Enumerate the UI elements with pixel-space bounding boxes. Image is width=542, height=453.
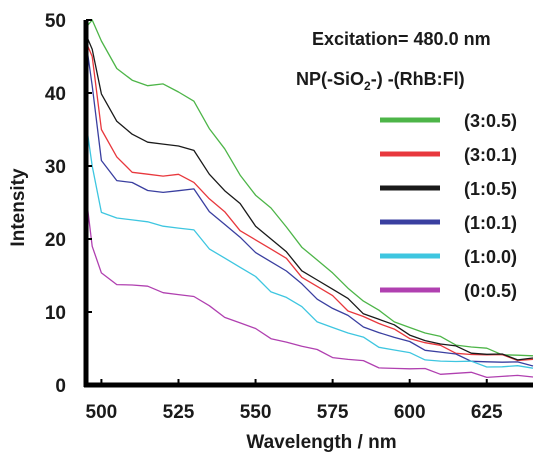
y-tick-label: 20 [45, 230, 66, 251]
series-line-2 [85, 41, 534, 362]
x-tick-label: 575 [317, 402, 349, 423]
x-tick-label: 550 [240, 402, 272, 423]
legend-title-subscript: 2 [364, 79, 371, 93]
y-tick-label: 40 [45, 84, 66, 105]
x-axis-label: Wavelength / nm [246, 432, 396, 453]
y-tick-label: 30 [45, 157, 66, 178]
axis-layer [83, 19, 533, 388]
y-tick-label: 0 [55, 376, 66, 397]
legend-label-5: (1:0.0) [464, 247, 517, 267]
legend-title: NP(-SiO2-) -(RhB:Fl) [296, 69, 465, 93]
legend-label-1: (3:0.5) [464, 111, 517, 131]
legend-title-prefix: NP(-SiO [296, 69, 364, 89]
y-axis-label: Intensity [8, 168, 29, 247]
x-tick-label: 625 [471, 402, 503, 423]
series-line-3 [85, 34, 534, 361]
x-tick-label: 525 [163, 402, 195, 423]
tick-labels: 0 10 20 30 40 50 500 525 550 575 600 625 [45, 11, 503, 423]
y-tick-label: 10 [45, 303, 66, 324]
y-tick-label: 50 [45, 11, 66, 32]
series-line-4 [85, 41, 534, 367]
legend-label-4: (1:0.1) [464, 213, 517, 233]
series-line-6 [85, 195, 534, 379]
series-line-5 [85, 122, 534, 369]
legend-label-6: (0:0.5) [464, 281, 517, 301]
legend-label-2: (3:0.1) [464, 145, 517, 165]
series-line-1 [85, 19, 534, 357]
excitation-annotation: Excitation= 480.0 nm [312, 29, 491, 49]
series-layer [85, 19, 534, 379]
legend-label-3: (1:0.5) [464, 179, 517, 199]
x-tick-label: 600 [394, 402, 426, 423]
legend-title-suffix: -) -(RhB:Fl) [371, 69, 465, 89]
x-tick-label: 500 [86, 402, 118, 423]
legend: (3:0.5) (3:0.1) (1:0.5) (1:0.1) (1:0.0) (0:0.… [380, 111, 517, 301]
